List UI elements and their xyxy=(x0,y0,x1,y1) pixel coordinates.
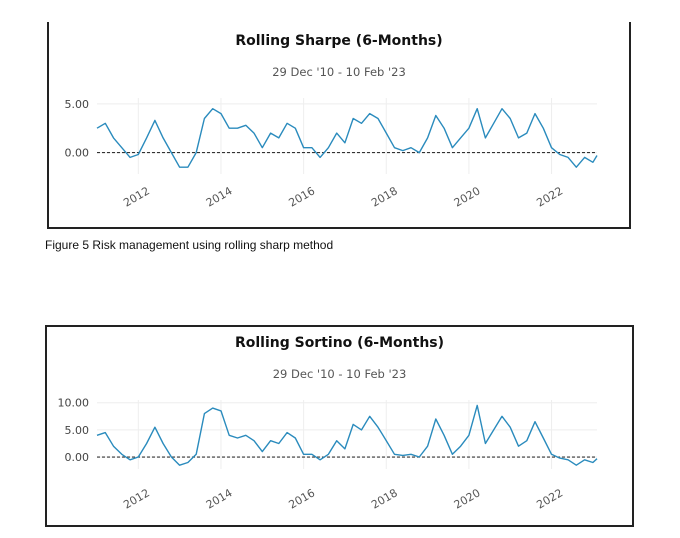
sortino-x-tick-label: 2012 xyxy=(121,486,152,511)
sortino-chart-subtitle: 29 Dec '10 - 10 Feb '23 xyxy=(272,367,407,381)
sortino-x-tick-label: 2022 xyxy=(534,486,565,511)
figure-caption: Figure 5 Risk management using rolling s… xyxy=(45,238,334,252)
sortino-chart-panel: Rolling Sortino (6-Months) 29 Dec '10 - … xyxy=(45,325,634,527)
sharpe-x-tick-label: 2020 xyxy=(452,184,483,209)
sharpe-x-tick-label: 2012 xyxy=(121,184,152,209)
sortino-x-tick-label: 2016 xyxy=(286,486,317,511)
sharpe-series-line xyxy=(96,107,598,168)
sharpe-y-tick-label: 5.00 xyxy=(65,98,90,111)
sortino-chart-plot: 0.00 5.00 10.00 2012 2014 2016 2018 2020 2022 xyxy=(58,397,598,512)
sharpe-x-tick-label: 2022 xyxy=(534,184,565,209)
sortino-chart-title: Rolling Sortino (6-Months) xyxy=(234,335,445,351)
sharpe-chart-title: Rolling Sharpe (6-Months) xyxy=(235,33,443,49)
sharpe-y-tick-label: 0.00 xyxy=(65,147,90,160)
sharpe-x-tick-label: 2014 xyxy=(204,184,235,209)
sortino-y-tick-label: 5.00 xyxy=(65,424,90,437)
sharpe-x-tick-label: 2018 xyxy=(369,184,400,209)
sortino-x-tick-label: 2014 xyxy=(204,486,235,511)
sortino-series-line xyxy=(96,404,598,466)
sharpe-x-tick-label: 2016 xyxy=(286,184,317,209)
sharpe-chart-panel: Rolling Sharpe (6-Months) 29 Dec '10 - 1… xyxy=(47,22,631,229)
sharpe-chart-plot: 0.00 5.00 2012 2014 2016 2018 2020 2022 xyxy=(65,98,598,210)
sortino-x-tick-label: 2018 xyxy=(369,486,400,511)
sharpe-chart-subtitle: 29 Dec '10 - 10 Feb '23 xyxy=(272,65,406,79)
sortino-y-tick-label: 0.00 xyxy=(65,451,90,464)
sortino-x-tick-label: 2020 xyxy=(452,486,483,511)
sortino-y-tick-label: 10.00 xyxy=(58,397,90,410)
